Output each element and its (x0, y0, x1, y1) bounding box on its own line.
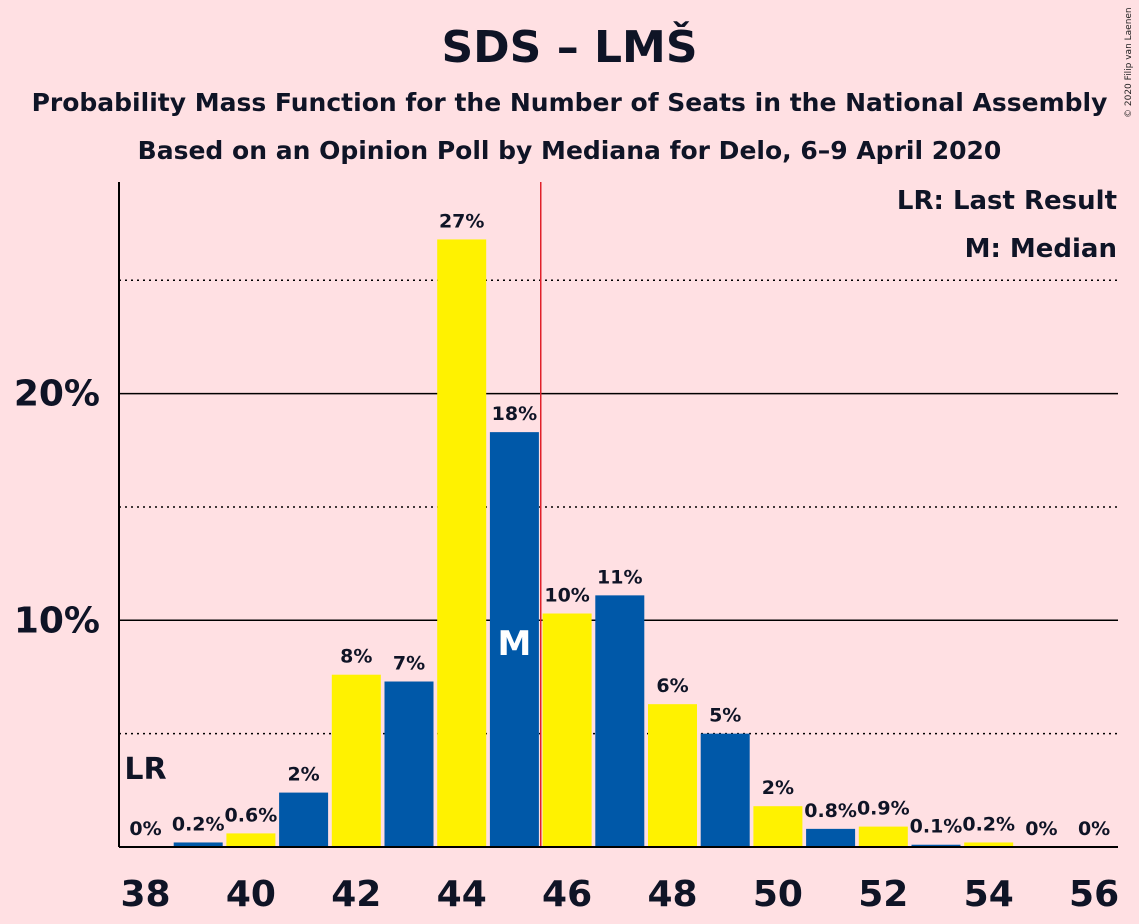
bar-value-label: 11% (597, 566, 642, 588)
chart-title: SDS – LMŠ (441, 22, 698, 73)
x-tick-label: 44 (437, 874, 487, 915)
y-tick-label: 10% (14, 600, 100, 641)
bar-seat-46 (542, 613, 592, 847)
bar-value-label: 0% (129, 818, 161, 840)
bar-seat-53 (911, 844, 961, 847)
bar-value-label: 2% (287, 764, 319, 786)
x-tick-label: 54 (964, 874, 1014, 915)
x-tick-label: 50 (753, 874, 803, 915)
x-tick-label: 38 (120, 874, 170, 915)
bar-value-label: 27% (439, 210, 484, 232)
median-marker: M (497, 624, 531, 664)
x-tick-label: 42 (331, 874, 381, 915)
y-tick-label: 20% (14, 374, 100, 415)
bar-value-label: 7% (393, 653, 425, 675)
bar-value-label: 0% (1025, 818, 1057, 840)
bar-value-label: 6% (656, 675, 688, 697)
bar-seat-41 (279, 792, 329, 847)
x-tick-label: 56 (1069, 874, 1119, 915)
bar-seat-52 (858, 826, 908, 847)
bar-seat-45 (489, 432, 539, 847)
chart-subtitle-2: Based on an Opinion Poll by Mediana for … (137, 136, 1002, 165)
bar-value-label: 10% (544, 584, 589, 606)
bar-value-label: 2% (762, 777, 794, 799)
x-tick-label: 48 (647, 874, 697, 915)
legend-last-result: LR: Last Result (897, 186, 1117, 216)
bar-seat-39 (173, 842, 223, 847)
bar-value-label: 0.2% (962, 813, 1015, 835)
x-tick-label: 46 (542, 874, 592, 915)
bar-seat-42 (331, 674, 381, 847)
bar-value-label: 0.9% (857, 798, 910, 820)
bar-seat-50 (753, 806, 803, 847)
bar-value-label: 8% (340, 646, 372, 668)
bar-seat-48 (648, 704, 697, 847)
bar-seat-47 (595, 595, 645, 847)
bar-seat-49 (700, 733, 750, 847)
bar-value-label: 18% (492, 403, 537, 425)
legend-median: M: Median (965, 234, 1117, 264)
bar-seat-54 (964, 842, 1014, 847)
bar-value-label: 0% (1078, 818, 1110, 840)
bar-value-label: 0.1% (910, 816, 963, 838)
bar-value-label: 0.2% (172, 813, 225, 835)
bar-value-label: 5% (709, 705, 741, 727)
last-result-marker: LR (124, 752, 166, 787)
bar-seat-40 (226, 833, 276, 847)
bar-value-label: 0.8% (804, 800, 857, 822)
bar-seat-51 (806, 828, 856, 847)
bar-value-label: 0.6% (225, 804, 278, 826)
x-tick-label: 40 (226, 874, 276, 915)
chart-subtitle-1: Probability Mass Function for the Number… (31, 88, 1108, 117)
x-tick-label: 52 (858, 874, 908, 915)
bar-seat-43 (384, 681, 434, 847)
bar-seat-44 (437, 239, 487, 848)
